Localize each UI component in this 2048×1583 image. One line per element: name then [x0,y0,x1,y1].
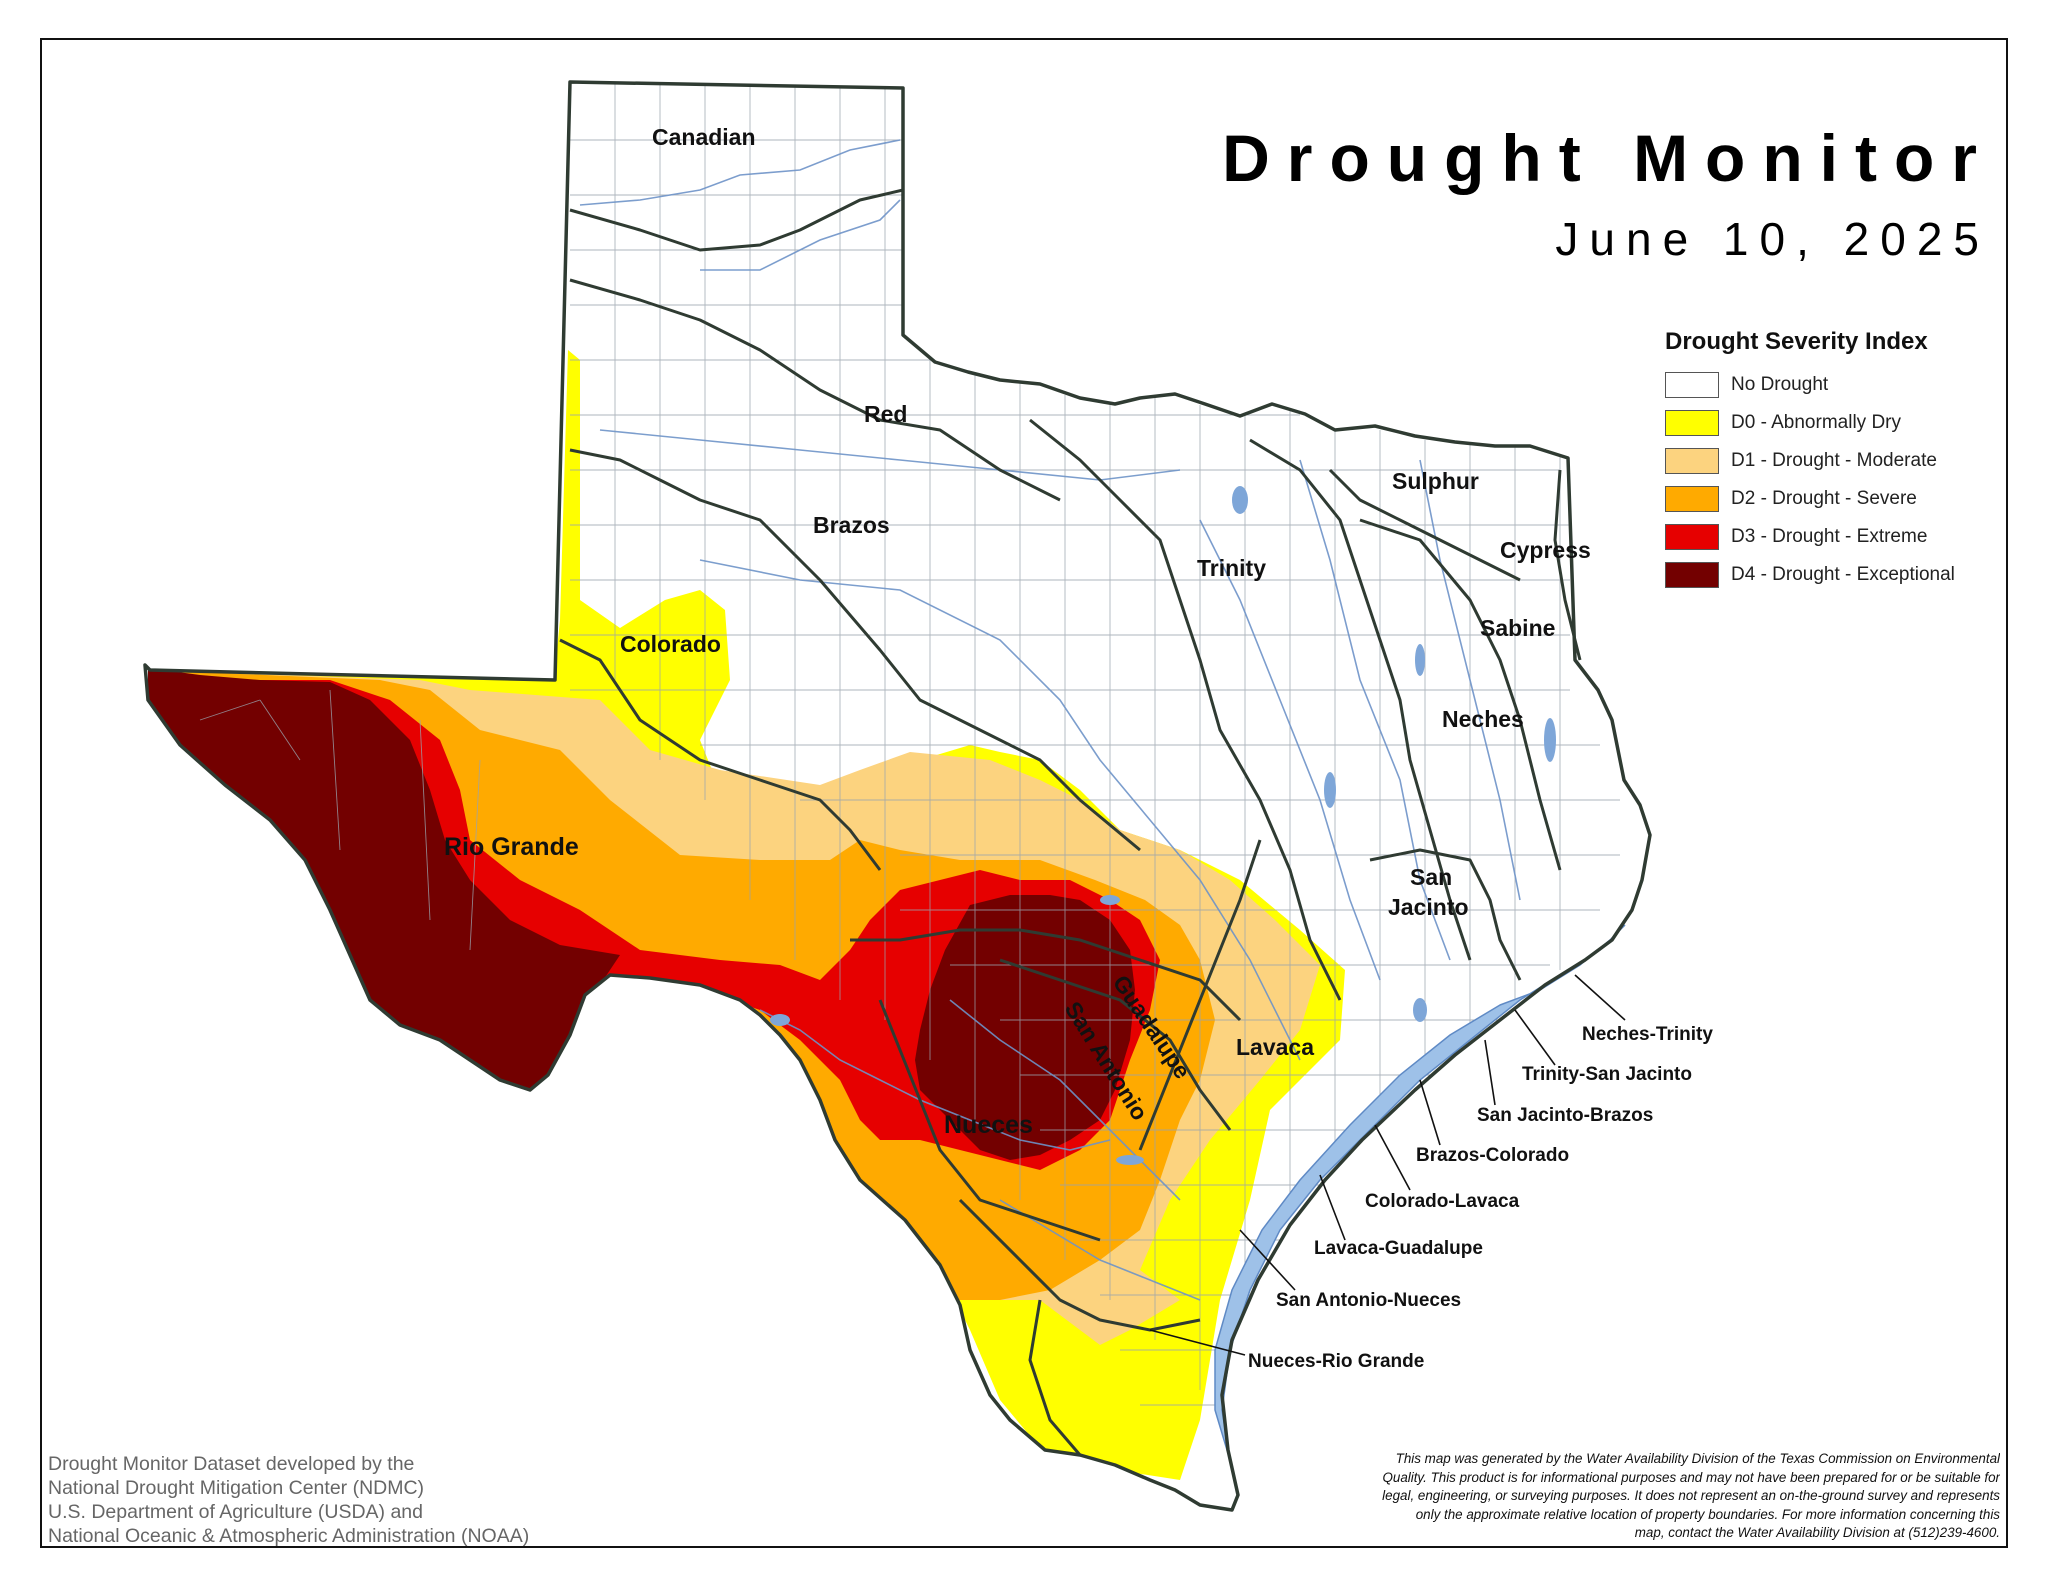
basin-label-san-jacinto-line2: Jacinto [1388,894,1469,920]
callout-lavaca-guadalupe: Lavaca-Guadalupe [1314,1238,1483,1259]
basin-label-neches: Neches [1442,706,1524,732]
legend-item: D2 - Drought - Severe [1665,480,2005,518]
legend-swatch [1665,410,1719,436]
callout-nueces-rio-grande: Nueces-Rio Grande [1248,1351,1424,1372]
legend-swatch [1665,448,1719,474]
legend-label: D0 - Abnormally Dry [1731,412,1901,433]
legend-title: Drought Severity Index [1665,328,1928,355]
legend-label: D3 - Drought - Extreme [1731,526,1928,547]
callout-san-jacinto-brazos: San Jacinto-Brazos [1477,1105,1653,1126]
legend-item: No Drought [1665,366,2005,404]
disclaimer: This map was generated by the Water Avai… [1262,1450,2000,1542]
legend-label: No Drought [1731,374,1829,395]
reservoirs [770,486,1556,1165]
dataset-credit: Drought Monitor Dataset developed by the… [48,1452,529,1548]
basin-label-sulphur: Sulphur [1392,468,1479,494]
legend-item: D0 - Abnormally Dry [1665,404,2005,442]
credit-line: Drought Monitor Dataset developed by the [48,1453,415,1475]
basin-label-canadian: Canadian [652,124,756,150]
map-title: Drought Monitor [1222,121,1994,195]
legend-item: D4 - Drought - Exceptional [1665,556,2005,594]
disclaimer-line: Quality. This product is for information… [1382,1469,2000,1485]
map-date: June 10, 2025 [1555,213,1990,265]
basin-label-brazos: Brazos [813,512,890,538]
legend-label: D1 - Drought - Moderate [1731,450,1937,471]
legend-swatch [1665,562,1719,588]
basin-label-red: Red [864,401,907,427]
basin-boundaries [559,188,1582,1456]
callout-colorado-lavaca: Colorado-Lavaca [1365,1191,1520,1212]
basin-label-trinity: Trinity [1197,555,1266,581]
legend-item: D3 - Drought - Extreme [1665,518,2005,556]
legend-swatch [1665,372,1719,398]
callout-lines [1149,974,1626,1356]
map-frame [40,38,2008,1548]
basin-label-lavaca: Lavaca [1236,1034,1314,1060]
disclaimer-line: map, contact the Water Availability Divi… [1634,1525,2000,1540]
legend-item: D1 - Drought - Moderate [1665,442,2005,480]
state-border [143,80,1652,1512]
disclaimer-line: This map was generated by the Water Avai… [1395,1451,2000,1466]
basin-label-rio-grande: Rio Grande [444,833,579,861]
basin-label-san-jacinto-line1: San [1410,864,1452,890]
basin-label-cypress: Cypress [1500,537,1591,563]
callout-san-antonio-nueces: San Antonio-Nueces [1276,1290,1461,1311]
d4-area-central [915,895,1135,1160]
basin-label-sabine: Sabine [1480,615,1555,641]
callout-trinity-san-jacinto: Trinity-San Jacinto [1522,1064,1692,1085]
credit-line: National Drought Mitigation Center (NDMC… [48,1477,425,1499]
disclaimer-line: legal, engineering, or surveying purpose… [1382,1488,2000,1503]
credit-line: National Oceanic & Atmospheric Administr… [48,1525,530,1547]
basin-label-colorado: Colorado [620,631,721,657]
disclaimer-line: only the approximate relative location o… [1415,1506,2000,1522]
legend-swatch [1665,486,1719,512]
callout-neches-trinity: Neches-Trinity [1582,1024,1713,1045]
callout-brazos-colorado: Brazos-Colorado [1416,1145,1569,1166]
rivers [579,139,1521,1301]
county-grid [199,82,1620,1406]
legend-label: D2 - Drought - Severe [1731,488,1917,509]
legend-swatch [1665,524,1719,550]
d4-area-west [148,668,620,1090]
basin-label-nueces: Nueces [944,1111,1033,1139]
legend: Drought Severity Index No Drought D0 - Ab… [1665,328,2005,594]
credit-line: U.S. Department of Agriculture (USDA) an… [48,1501,423,1523]
legend-label: D4 - Drought - Exceptional [1731,564,1955,585]
